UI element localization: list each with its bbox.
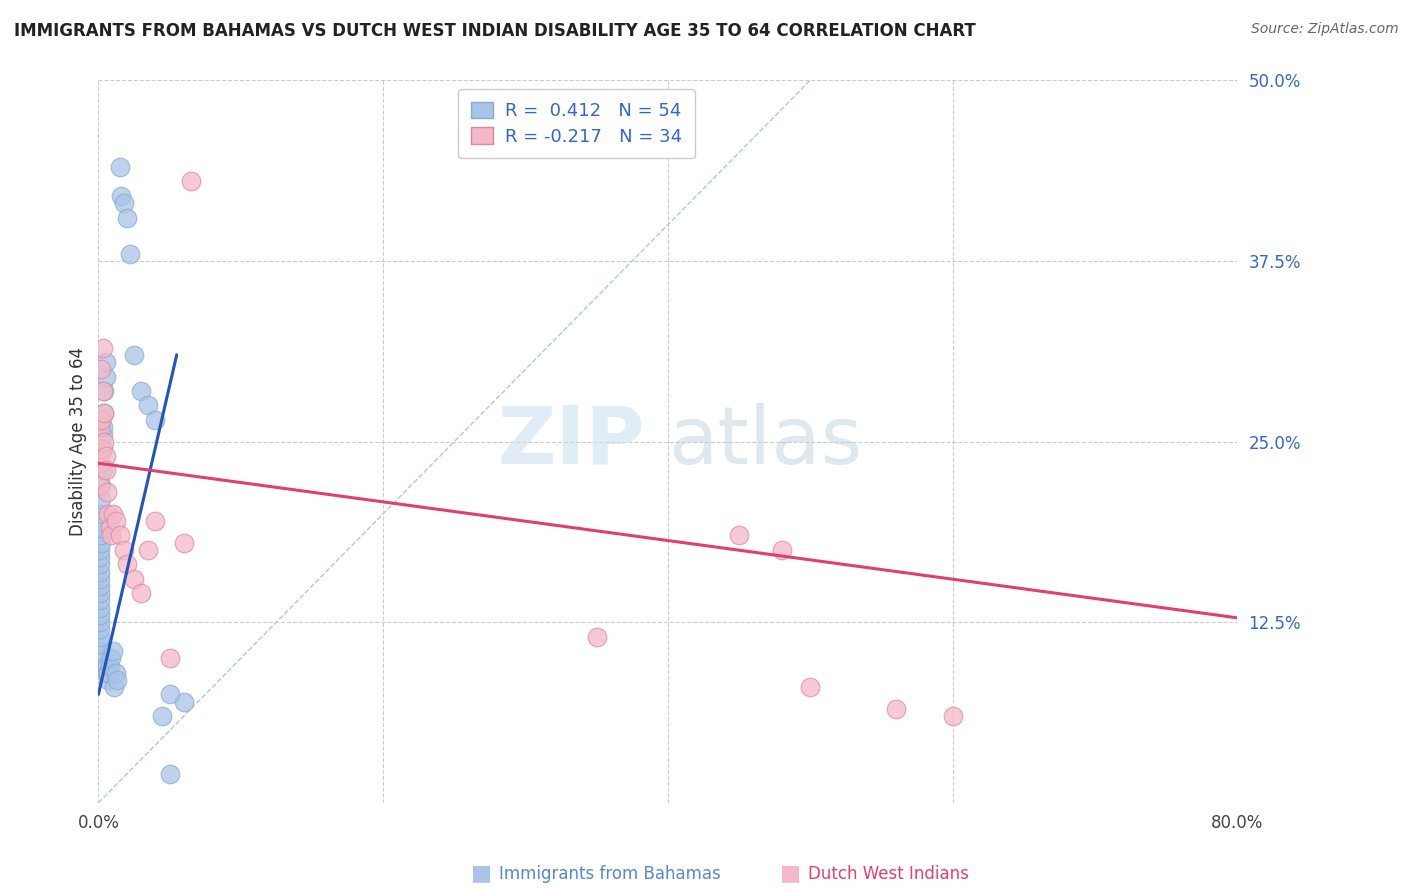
Point <box>122 348 145 362</box>
Text: ■: ■ <box>471 863 492 883</box>
Point <box>728 528 751 542</box>
Point <box>159 687 181 701</box>
Point <box>97 507 120 521</box>
Text: atlas: atlas <box>668 402 862 481</box>
Text: Immigrants from Bahamas: Immigrants from Bahamas <box>499 865 721 883</box>
Point <box>129 586 152 600</box>
Point <box>93 406 115 420</box>
Point <box>93 384 115 398</box>
Point <box>173 535 195 549</box>
Point <box>145 413 167 427</box>
Point <box>91 341 114 355</box>
Point <box>101 507 124 521</box>
Point <box>136 542 159 557</box>
Point <box>100 528 122 542</box>
Point <box>159 651 181 665</box>
Point <box>145 514 167 528</box>
Point <box>89 644 111 658</box>
Point <box>799 680 821 694</box>
Point <box>98 658 121 673</box>
Point <box>91 384 114 398</box>
Point <box>91 463 114 477</box>
Text: Dutch West Indians: Dutch West Indians <box>808 865 969 883</box>
Point <box>180 174 202 188</box>
Point <box>104 665 127 680</box>
Text: ZIP: ZIP <box>498 402 645 481</box>
Point <box>136 398 159 412</box>
Point <box>89 658 111 673</box>
Point <box>89 593 111 607</box>
Point <box>100 651 122 665</box>
Point <box>91 427 114 442</box>
Point <box>91 442 114 456</box>
Point <box>89 565 111 579</box>
Point <box>90 521 112 535</box>
Point <box>110 189 132 203</box>
Point <box>90 442 112 456</box>
Point <box>89 579 111 593</box>
Point <box>94 369 117 384</box>
Point <box>108 528 131 542</box>
Point <box>89 630 111 644</box>
Point <box>101 644 124 658</box>
Point <box>93 406 115 420</box>
Point <box>90 507 112 521</box>
Point <box>112 542 135 557</box>
Point <box>90 413 112 427</box>
Point <box>96 665 118 680</box>
Point <box>89 572 111 586</box>
Point <box>884 702 907 716</box>
Point <box>152 709 174 723</box>
Point <box>159 767 181 781</box>
Point <box>112 196 135 211</box>
Text: IMMIGRANTS FROM BAHAMAS VS DUTCH WEST INDIAN DISABILITY AGE 35 TO 64 CORRELATION: IMMIGRANTS FROM BAHAMAS VS DUTCH WEST IN… <box>14 22 976 40</box>
Point <box>94 355 117 369</box>
Point <box>115 558 138 572</box>
Point <box>97 673 120 687</box>
Point <box>89 637 111 651</box>
Y-axis label: Disability Age 35 to 64: Disability Age 35 to 64 <box>69 347 87 536</box>
Point <box>118 246 141 260</box>
Point <box>96 485 118 500</box>
Point <box>115 211 138 225</box>
Point <box>89 558 111 572</box>
Point <box>98 521 121 535</box>
Point <box>90 528 112 542</box>
Point <box>89 456 111 470</box>
Point <box>89 478 111 492</box>
Point <box>770 542 793 557</box>
Point <box>89 623 111 637</box>
Text: ■: ■ <box>780 863 801 883</box>
Point <box>89 586 111 600</box>
Point <box>90 535 112 549</box>
Point <box>89 615 111 630</box>
Point <box>89 550 111 565</box>
Point <box>91 420 114 434</box>
Point <box>122 572 145 586</box>
Point <box>173 695 195 709</box>
Point <box>89 600 111 615</box>
Point <box>104 514 127 528</box>
Point <box>108 160 131 174</box>
Point <box>103 680 125 694</box>
Point <box>94 449 117 463</box>
Point <box>89 651 111 665</box>
Point <box>90 362 112 376</box>
Point <box>90 492 112 507</box>
Text: Source: ZipAtlas.com: Source: ZipAtlas.com <box>1251 22 1399 37</box>
Point <box>89 607 111 622</box>
Point <box>93 434 115 449</box>
Legend: R =  0.412   N = 54, R = -0.217   N = 34: R = 0.412 N = 54, R = -0.217 N = 34 <box>458 89 695 159</box>
Point <box>89 542 111 557</box>
Point <box>585 630 607 644</box>
Point <box>94 463 117 477</box>
Point <box>90 478 112 492</box>
Point <box>129 384 152 398</box>
Point <box>105 673 128 687</box>
Point <box>89 420 111 434</box>
Point <box>96 658 118 673</box>
Point <box>97 665 120 680</box>
Point <box>942 709 965 723</box>
